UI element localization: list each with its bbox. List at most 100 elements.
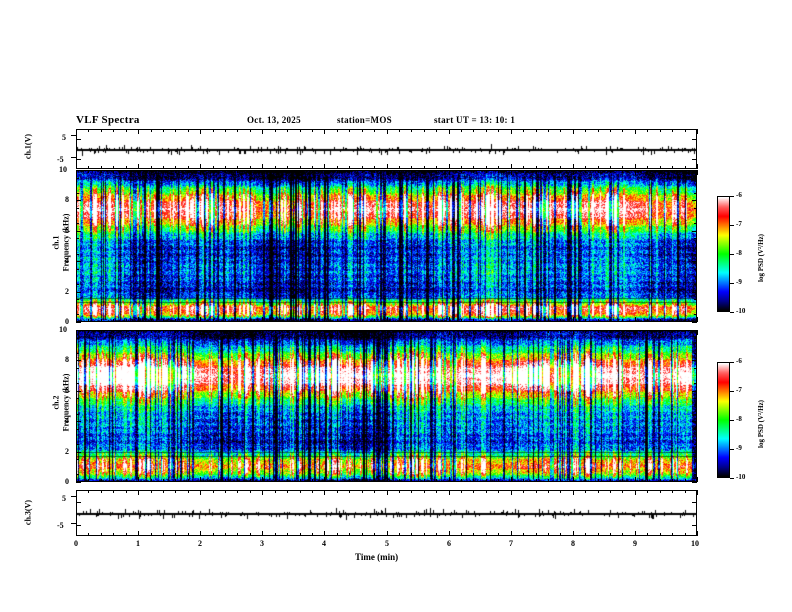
ch3-wave-xtick-top-8: [175, 490, 176, 493]
ch2-spec-yminor-r-1: [694, 338, 697, 339]
ch3-wave-xtick-top-17: [287, 490, 288, 493]
ch1-wave-xtick-top-47: [660, 129, 661, 132]
x-tick-label-7: 7: [509, 539, 513, 548]
ch1-wave-xtick-top-11: [213, 129, 214, 132]
ch1-spec-yminor-3: [76, 193, 79, 194]
figure-station: station=MOS: [337, 115, 392, 125]
ch2-spec-yminor-1: [76, 338, 79, 339]
ch2-spec-xtick-top-31: [461, 330, 462, 333]
ch2-spec-xtick-bot-50: [697, 477, 698, 482]
ch1-wave-xtick-top-41: [585, 129, 586, 132]
ch2-spec-xtick-bot-9: [188, 479, 189, 482]
ch2-spec-ytick-label-4: 4: [65, 416, 69, 425]
ch1-wave-xtick-bot-9: [188, 166, 189, 169]
ch2-spec-xtick-top-16: [275, 330, 276, 333]
ch1-wave-xtick-top-15: [262, 129, 263, 134]
ch3-wave-xtick-bot-25: [387, 531, 388, 536]
ch3-wave-xtick-top-1: [88, 490, 89, 493]
ch3-wave-xtick-bot-49: [685, 533, 686, 536]
ch1-wave-xtick-bot-37: [536, 166, 537, 169]
ch2-spec-xtick-bot-22: [349, 479, 350, 482]
ch1-wave-xtick-top-17: [287, 129, 288, 132]
ch2-spec-xtick-bot-37: [536, 479, 537, 482]
ch3-wave-xtick-top-22: [349, 490, 350, 493]
ch2-spec-yminor-r-17: [694, 459, 697, 460]
ch2-spec-xtick-top-50: [697, 330, 698, 335]
ch1-spec-xtick-top-28: [424, 170, 425, 173]
ch1-wave-xtick-top-14: [250, 129, 251, 132]
ch1-spec-ytick-r-10: [692, 170, 697, 171]
ch1-spec-yminor-5: [76, 208, 79, 209]
ch2-colorbar-tick-label--9: -9: [736, 444, 742, 452]
ch3-wave-xtick-bot-30: [449, 531, 450, 536]
ch1-spectrogram: [76, 170, 697, 322]
ch1-spec-xtick-bot-47: [660, 319, 661, 322]
ch1-spec-xtick-top-2: [101, 170, 102, 173]
ch3-wave-xtick-bot-45: [635, 531, 636, 536]
ch3-wave-xtick-top-44: [622, 490, 623, 493]
ch3-wave-xtick-top-32: [473, 490, 474, 493]
ch1-wave-xtick-bot-5: [138, 164, 139, 169]
ch3-wave-xtick-bot-20: [324, 531, 325, 536]
ch1-spec-xtick-bot-28: [424, 319, 425, 322]
ch1-wave-xtick-bot-16: [275, 166, 276, 169]
ch1-spec-xtick-top-16: [275, 170, 276, 173]
ch3-wave-xtick-bot-40: [573, 531, 574, 536]
ch2-spec-ytick-r-2: [692, 452, 697, 453]
ch1-spec-xtick-bot-16: [275, 319, 276, 322]
ch2-spec-ytick-6: [76, 391, 81, 392]
ch3-wave-xtick-bot-36: [523, 533, 524, 536]
ch1-spec-yminor-1: [76, 178, 79, 179]
ch1-spec-ytick-2: [76, 292, 81, 293]
ch3-wave-xtick-bot-24: [374, 533, 375, 536]
ch3-wave-tick-5: 5: [62, 494, 66, 503]
ch1-spec-xtick-top-23: [362, 170, 363, 173]
ch2-spec-xtick-bot-43: [610, 479, 611, 482]
ch3-wave-xtick-bot-28: [424, 533, 425, 536]
ch2-spec-xtick-bot-23: [362, 479, 363, 482]
ch3-wave-xtick-top-30: [449, 490, 450, 495]
ch2-spec-xtick-top-0: [76, 330, 77, 335]
ch1-wave-xtick-bot-28: [424, 166, 425, 169]
ch3-wave-xtick-top-2: [101, 490, 102, 493]
ch1-colorbar-tick-label--8: -8: [736, 249, 742, 257]
ch2-spec-xtick-top-9: [188, 330, 189, 333]
ch3-wave-xtick-bot-12: [225, 533, 226, 536]
ch2-spec-xtick-bot-47: [660, 479, 661, 482]
ch2-spec-xtick-top-1: [88, 330, 89, 333]
ch2-spec-xtick-top-25: [387, 330, 388, 335]
ch1-spec-xtick-bot-40: [573, 317, 574, 322]
ch1-spec-xtick-top-9: [188, 170, 189, 173]
ch2-colorbar-tick-label--10: -10: [736, 473, 746, 481]
ch1-spec-xtick-bot-30: [449, 317, 450, 322]
ch2-spec-xtick-bot-11: [213, 479, 214, 482]
ch2-spec-xtick-bot-21: [337, 479, 338, 482]
ch1-colorbar-tick--8: [730, 254, 734, 255]
ch2-spec-axis-label-line1: ch.2: [51, 395, 61, 410]
ch2-spec-yminor-15: [76, 444, 79, 445]
ch1-wave-stub-1: [71, 157, 76, 158]
ch3-wave-xtick-bot-23: [362, 533, 363, 536]
ch1-spec-xtick-top-34: [498, 170, 499, 173]
ch2-spec-xtick-bot-33: [486, 479, 487, 482]
ch1-wave-xtick-bot-36: [523, 166, 524, 169]
ch1-spec-ytick-r-2: [692, 292, 697, 293]
ch1-spec-xtick-bot-1: [88, 319, 89, 322]
ch1-wave-xtick-top-31: [461, 129, 462, 132]
ch1-spec-xtick-top-47: [660, 170, 661, 173]
ch2-spec-xtick-top-24: [374, 330, 375, 333]
ch1-wave-xtick-top-43: [610, 129, 611, 132]
ch3-wave-xtick-top-35: [511, 490, 512, 495]
ch1-wave-xtick-bot-47: [660, 166, 661, 169]
ch1-spec-xtick-bot-41: [585, 319, 586, 322]
ch2-spec-xtick-top-14: [250, 330, 251, 333]
ch3-wave-xtick-bot-2: [101, 533, 102, 536]
ch1-wave-xtick-bot-50: [697, 164, 698, 169]
ch1-wave-xtick-top-19: [312, 129, 313, 132]
ch3-wave-xtick-top-4: [126, 490, 127, 493]
ch1-spec-ytick-r-4: [692, 261, 697, 262]
ch1-wave-xtick-top-39: [560, 129, 561, 132]
ch1-spec-yminor-13: [76, 269, 79, 270]
ch1-spec-xtick-top-1: [88, 170, 89, 173]
